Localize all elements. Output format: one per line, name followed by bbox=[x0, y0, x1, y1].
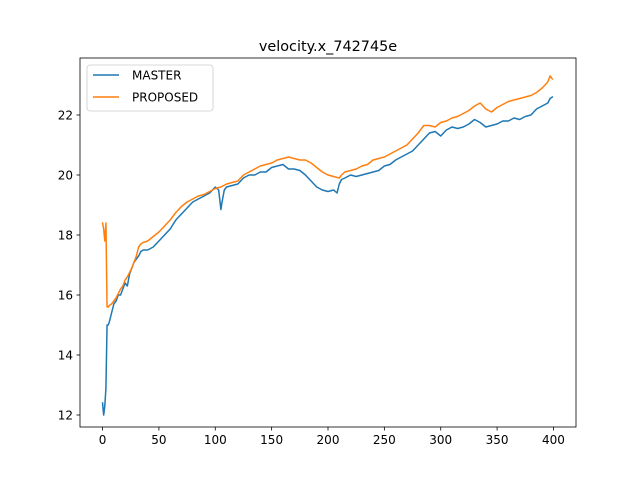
x-tick-label: 50 bbox=[151, 433, 166, 447]
x-tick-label: 350 bbox=[486, 433, 509, 447]
x-tick-label: 250 bbox=[373, 433, 396, 447]
y-tick-label: 16 bbox=[58, 288, 73, 302]
x-tick-label: 200 bbox=[317, 433, 340, 447]
legend-label: MASTER bbox=[132, 68, 181, 82]
legend-label: PROPOSED bbox=[132, 90, 198, 104]
x-tick-label: 0 bbox=[99, 433, 107, 447]
chart-title: velocity.x_742745e bbox=[259, 39, 397, 55]
y-tick-label: 12 bbox=[58, 408, 73, 422]
x-tick-label: 400 bbox=[542, 433, 565, 447]
y-tick-label: 22 bbox=[58, 108, 73, 122]
x-axis: 0 50 100 150 200 250 300 350 400 bbox=[99, 427, 565, 447]
legend-box bbox=[86, 64, 214, 112]
y-tick-label: 18 bbox=[58, 228, 73, 242]
series-line-proposed bbox=[101, 75, 554, 308]
y-tick-label: 20 bbox=[58, 168, 73, 182]
y-axis: 12 14 16 18 20 22 bbox=[58, 108, 80, 422]
series-layer bbox=[101, 75, 554, 416]
y-tick-label: 14 bbox=[58, 348, 73, 362]
x-tick-label: 100 bbox=[204, 433, 227, 447]
x-tick-label: 300 bbox=[429, 433, 452, 447]
legend: MASTER PROPOSED bbox=[86, 64, 214, 112]
x-tick-label: 150 bbox=[260, 433, 283, 447]
